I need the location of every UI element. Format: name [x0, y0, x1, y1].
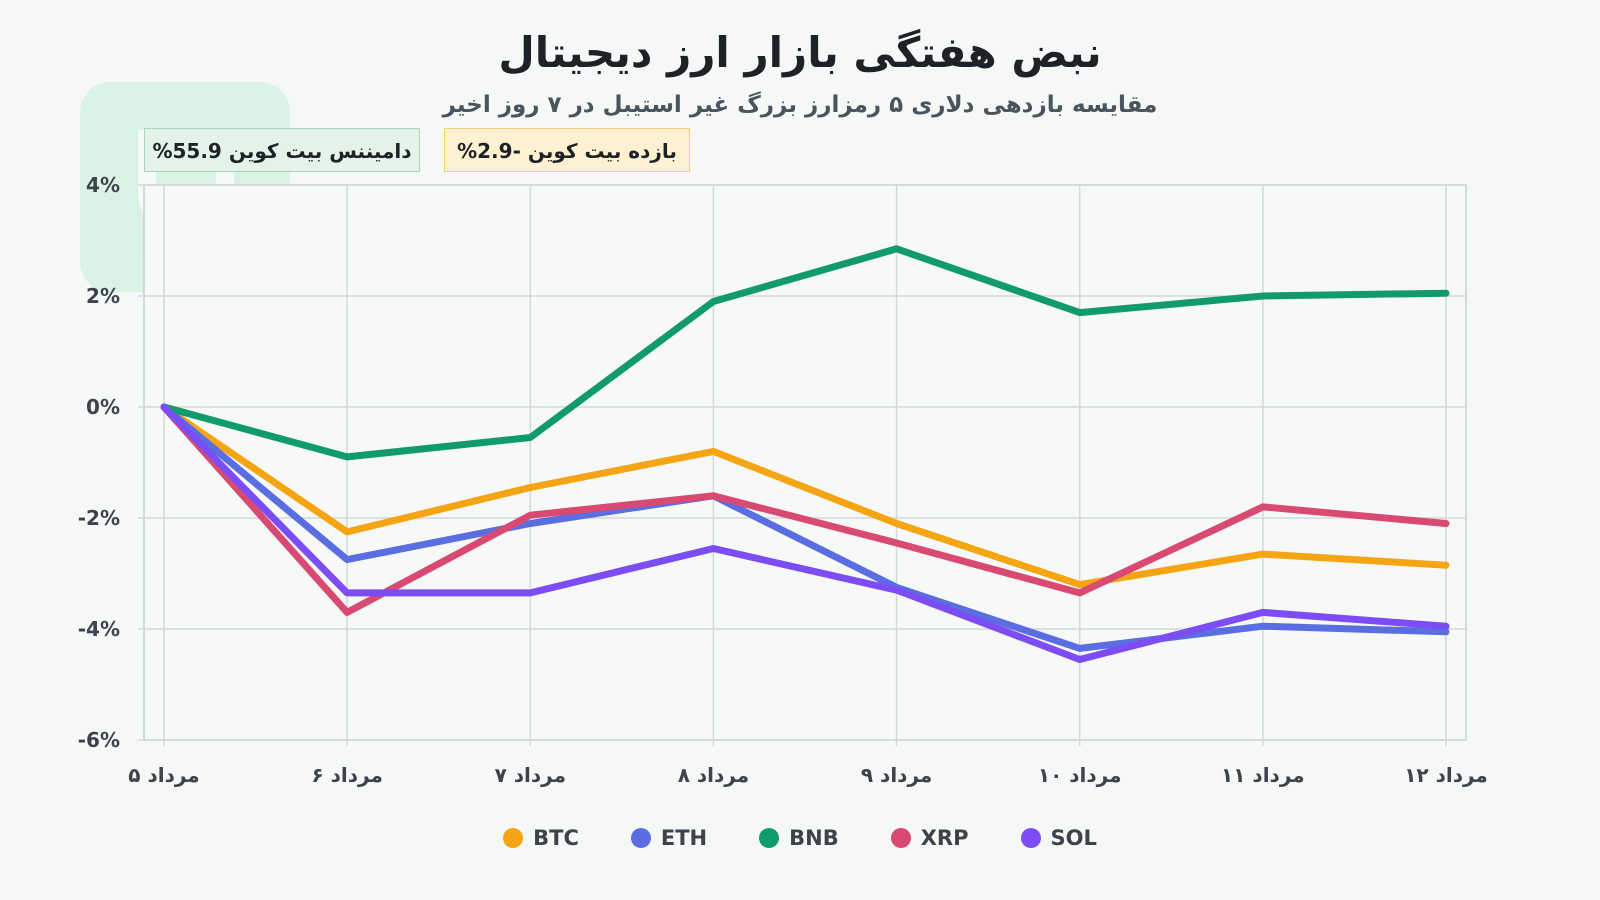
y-tick-label: 4% — [86, 173, 120, 197]
legend-label: BNB — [789, 826, 839, 850]
x-tick-label: مرداد ۵ — [128, 763, 199, 787]
x-tick-label: مرداد ۶ — [311, 763, 382, 787]
plot-area — [143, 184, 1467, 741]
legend-item-eth: ETH — [630, 826, 708, 850]
x-tick-label: مرداد ۱۰ — [1038, 763, 1122, 787]
legend-color-dot — [759, 828, 780, 848]
legend-color-dot — [503, 828, 524, 848]
y-tick-label: -6% — [78, 728, 120, 752]
x-tick-label: مرداد ۹ — [861, 763, 932, 787]
legend-label: BTC — [533, 826, 579, 850]
series-line-sol — [160, 403, 1450, 663]
series-line-bnb — [160, 245, 1450, 461]
legend-label: SOL — [1050, 826, 1097, 850]
series-line-eth — [160, 403, 1450, 652]
x-tick-label: مرداد ۱۱ — [1221, 763, 1305, 787]
legend-color-dot — [630, 828, 651, 848]
legend-item-xrp: XRP — [890, 826, 969, 850]
btc-return-badge: بازده بیت کوین -2.9% — [444, 128, 690, 172]
legend-label: ETH — [660, 826, 708, 850]
chart-subtitle: مقایسه بازدهی دلاری ۵ رمزارز بزرگ غیر اس… — [442, 92, 1158, 118]
y-tick-label: 2% — [86, 284, 120, 308]
y-tick-label: -4% — [78, 617, 120, 641]
y-tick-label: 0% — [86, 395, 120, 419]
y-tick-label: -2% — [78, 506, 120, 530]
legend-item-sol: SOL — [1020, 826, 1097, 850]
x-tick-label: مرداد ۱۲ — [1404, 763, 1488, 787]
legend-label: XRP — [920, 826, 969, 850]
series-line-btc — [160, 403, 1450, 589]
legend-color-dot — [1020, 828, 1041, 848]
legend-color-dot — [890, 828, 911, 848]
x-tick-label: مرداد ۷ — [495, 763, 566, 787]
legend-item-bnb: BNB — [759, 826, 839, 850]
chart-title: نبض هفتگی بازار ارز دیجیتال — [498, 28, 1102, 77]
legend: BTC ETH BNB XRP SOL — [0, 826, 1600, 850]
legend-item-btc: BTC — [503, 826, 579, 850]
x-tick-label: مرداد ۸ — [678, 763, 749, 787]
dominance-badge: دامیننس بیت کوین 55.9% — [144, 128, 420, 172]
